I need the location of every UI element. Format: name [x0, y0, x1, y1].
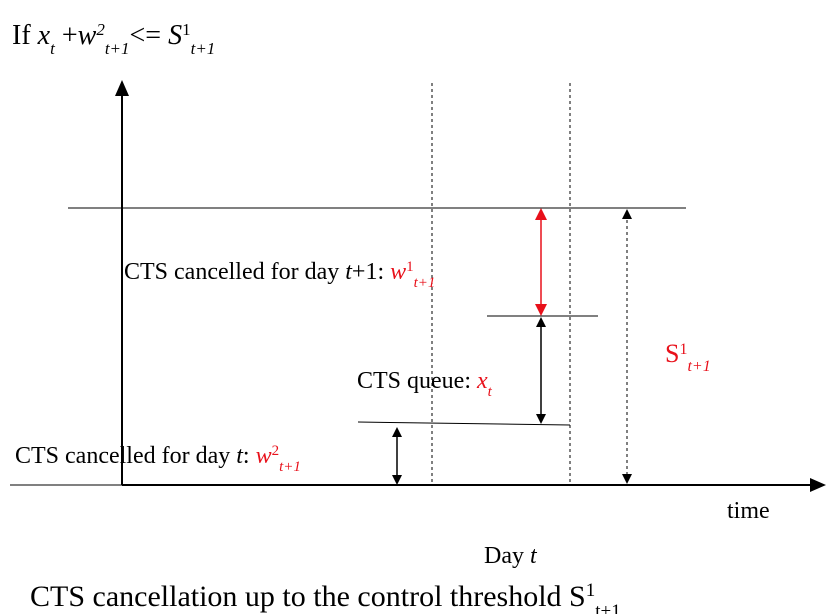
queue-bottom [357, 421, 571, 426]
text-part: 2 [272, 443, 280, 459]
text-part: +1: [352, 259, 390, 285]
text-part: 1 [679, 341, 687, 358]
text-part: w [78, 20, 97, 51]
text-part: CTS queue: [357, 368, 477, 394]
text-part: 2 [96, 20, 105, 39]
text-part: t+1 [279, 459, 301, 475]
text-part: : [243, 443, 256, 469]
text-part: t [530, 543, 538, 569]
title: If xt +w2t+1<= S1t+1 [12, 20, 215, 58]
text-part: x [476, 368, 488, 394]
text-part: t+1 [595, 601, 621, 614]
text-part: t [50, 39, 56, 58]
text-part: w [256, 443, 272, 469]
text-part: <= [130, 20, 169, 51]
label: CTS cancelled for day t+1: w1t+1 [124, 259, 435, 291]
text-part: t [236, 443, 244, 469]
text-part: 1 [182, 20, 191, 39]
text-part: t [488, 384, 493, 400]
text-part: If [12, 20, 38, 51]
text-part: t+1 [191, 39, 216, 58]
text-part: x [37, 20, 51, 51]
text-part: t+1 [105, 39, 130, 58]
label: CTS cancelled for day t: w2t+1 [15, 443, 301, 475]
text-part: 1 [406, 259, 414, 275]
text-part: t+1 [414, 275, 436, 291]
label: Day t [484, 543, 538, 569]
text-part: + [55, 20, 78, 51]
label: time [727, 498, 770, 524]
text-part: w [390, 259, 406, 285]
label: CTS queue: xt [357, 368, 493, 400]
text-part: S [168, 20, 182, 51]
text-part: CTS cancelled for day [124, 259, 345, 285]
text-part: t+1 [687, 358, 710, 375]
axes [10, 80, 826, 492]
caption: CTS cancellation up to the control thres… [30, 580, 621, 614]
label: S1t+1 [665, 339, 711, 375]
text-part: Day [484, 543, 530, 569]
text-part: CTS cancellation up to the control thres… [30, 580, 586, 613]
text-part: t [345, 259, 353, 285]
text-part: time [727, 498, 770, 524]
text-part: S [665, 339, 679, 368]
text-part: CTS cancelled for day [15, 443, 236, 469]
text-part: 1 [586, 580, 596, 601]
